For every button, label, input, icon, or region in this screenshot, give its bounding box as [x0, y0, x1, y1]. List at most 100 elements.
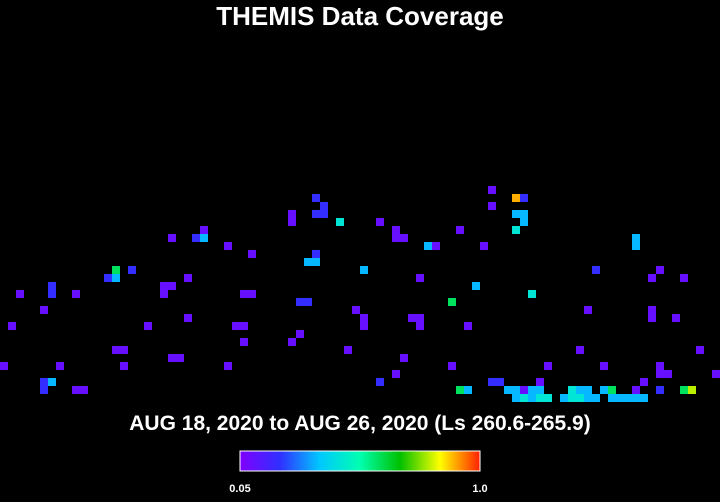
coverage-cell: [80, 386, 88, 394]
coverage-cell: [488, 202, 496, 210]
coverage-cell: [168, 234, 176, 242]
coverage-cell: [224, 362, 232, 370]
coverage-cell: [352, 306, 360, 314]
coverage-cell: [240, 290, 248, 298]
coverage-cell: [192, 234, 200, 242]
coverage-cell: [240, 322, 248, 330]
coverage-cell: [568, 386, 576, 394]
coverage-cell: [600, 362, 608, 370]
coverage-cell: [312, 194, 320, 202]
coverage-cell: [528, 290, 536, 298]
coverage-cell: [504, 386, 512, 394]
coverage-cell: [656, 362, 664, 370]
coverage-cell: [40, 378, 48, 386]
coverage-cell: [640, 378, 648, 386]
coverage-cell: [624, 394, 632, 402]
coverage-cell: [576, 386, 584, 394]
coverage-cell: [512, 210, 520, 218]
coverage-cell: [632, 242, 640, 250]
coverage-cell: [112, 274, 120, 282]
coverage-cell: [712, 370, 720, 378]
coverage-cell: [560, 394, 568, 402]
coverage-cell: [248, 290, 256, 298]
coverage-cell: [656, 370, 664, 378]
coverage-cell: [536, 378, 544, 386]
coverage-cell: [608, 394, 616, 402]
coverage-cell: [360, 322, 368, 330]
coverage-cell: [376, 378, 384, 386]
coverage-cell: [176, 354, 184, 362]
coverage-cell: [688, 386, 696, 394]
coverage-cell: [56, 362, 64, 370]
coverage-cell: [312, 210, 320, 218]
coverage-cell: [600, 386, 608, 394]
coverage-cell: [200, 226, 208, 234]
coverage-cell: [320, 202, 328, 210]
coverage-cell: [184, 314, 192, 322]
coverage-cell: [592, 394, 600, 402]
coverage-cell: [648, 274, 656, 282]
coverage-cell: [656, 386, 664, 394]
coverage-cell: [632, 234, 640, 242]
coverage-cell: [528, 386, 536, 394]
coverage-cell: [576, 346, 584, 354]
coverage-cell: [400, 354, 408, 362]
coverage-cell: [400, 234, 408, 242]
chart-title: THEMIS Data Coverage: [216, 1, 504, 31]
coverage-cell: [584, 386, 592, 394]
coverage-cell: [480, 242, 488, 250]
coverage-cell: [512, 226, 520, 234]
coverage-cell: [648, 314, 656, 322]
coverage-cell: [416, 274, 424, 282]
coverage-cell: [296, 298, 304, 306]
coverage-cell: [448, 298, 456, 306]
coverage-cell: [568, 394, 576, 402]
coverage-cell: [392, 370, 400, 378]
coverage-cell: [608, 386, 616, 394]
coverage-cell: [48, 282, 56, 290]
colorbar-tick-label: 1.0: [472, 483, 487, 495]
coverage-cell: [48, 378, 56, 386]
coverage-cell: [232, 322, 240, 330]
coverage-cell: [288, 218, 296, 226]
coverage-cell: [72, 290, 80, 298]
coverage-cell: [520, 218, 528, 226]
coverage-cell: [520, 194, 528, 202]
coverage-cell: [544, 394, 552, 402]
coverage-cell: [48, 290, 56, 298]
coverage-cell: [592, 266, 600, 274]
coverage-cell: [144, 322, 152, 330]
coverage-cell: [632, 394, 640, 402]
coverage-cell: [240, 338, 248, 346]
coverage-cell: [448, 362, 456, 370]
coverage-cell: [72, 386, 80, 394]
coverage-cell: [312, 258, 320, 266]
coverage-cell: [336, 218, 344, 226]
coverage-cell: [160, 290, 168, 298]
coverage-cell: [360, 266, 368, 274]
coverage-cell: [488, 378, 496, 386]
coverage-cell: [512, 194, 520, 202]
coverage-cell: [520, 386, 528, 394]
coverage-cell: [104, 274, 112, 282]
subtitle: AUG 18, 2020 to AUG 26, 2020 (Ls 260.6-2…: [129, 412, 590, 435]
coverage-cell: [128, 266, 136, 274]
coverage-cell: [632, 386, 640, 394]
coverage-cell: [680, 274, 688, 282]
coverage-cell: [160, 282, 168, 290]
coverage-cell: [656, 266, 664, 274]
coverage-cell: [40, 386, 48, 394]
coverage-cell: [16, 290, 24, 298]
coverage-cell: [520, 210, 528, 218]
coverage-cell: [8, 322, 16, 330]
coverage-cell: [512, 394, 520, 402]
coverage-cell: [680, 386, 688, 394]
coverage-cell: [456, 226, 464, 234]
coverage-cell: [584, 394, 592, 402]
coverage-cell: [464, 322, 472, 330]
coverage-cell: [512, 386, 520, 394]
coverage-cell: [200, 234, 208, 242]
